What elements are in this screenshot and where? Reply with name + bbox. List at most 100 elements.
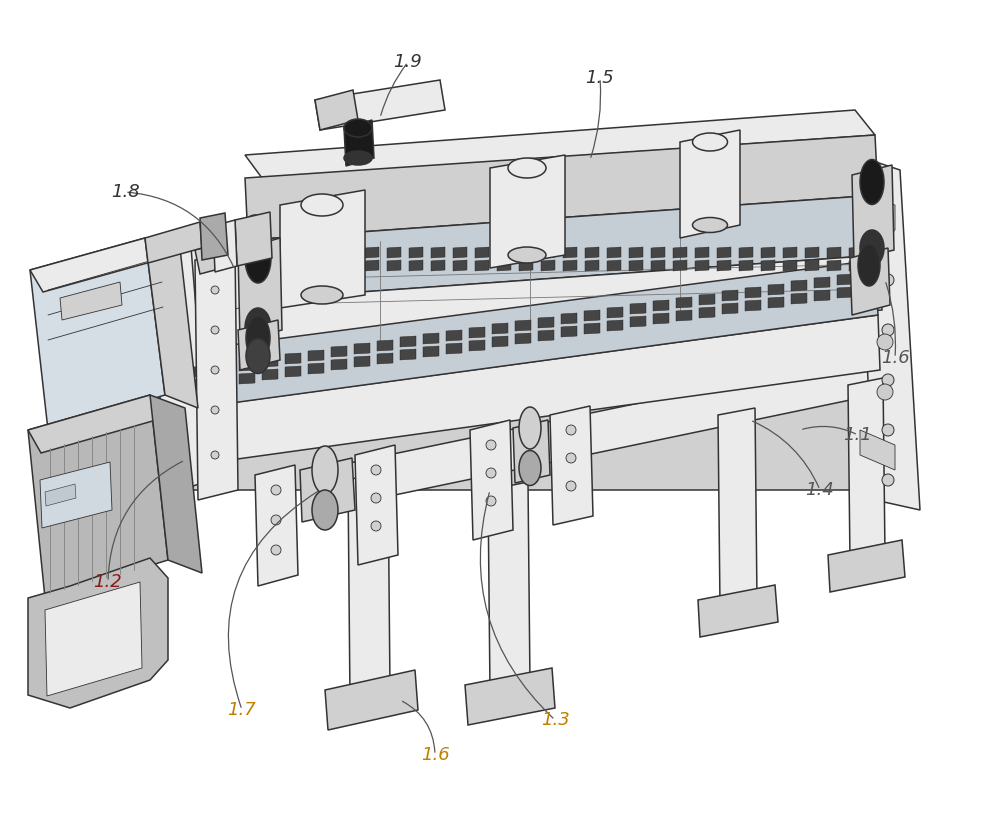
Polygon shape [365,247,379,258]
Polygon shape [308,363,324,374]
Circle shape [877,384,893,400]
Polygon shape [805,247,819,258]
Circle shape [566,481,576,491]
Polygon shape [465,668,555,725]
Polygon shape [45,484,76,506]
Ellipse shape [245,233,271,283]
Polygon shape [387,247,401,258]
Circle shape [211,406,219,414]
Polygon shape [538,317,554,328]
Polygon shape [145,238,198,408]
Polygon shape [515,333,531,344]
Polygon shape [30,238,158,292]
Ellipse shape [856,173,884,218]
Text: 1.6: 1.6 [881,349,909,367]
Polygon shape [248,195,880,300]
Polygon shape [739,260,753,271]
Circle shape [171,416,179,424]
Polygon shape [699,294,715,305]
Polygon shape [148,235,210,495]
Polygon shape [492,323,508,334]
Polygon shape [651,247,665,258]
Polygon shape [40,462,112,528]
Polygon shape [563,260,577,271]
Polygon shape [299,260,313,271]
Polygon shape [607,247,621,258]
Polygon shape [680,130,740,238]
Polygon shape [239,360,255,371]
Polygon shape [722,303,738,314]
Circle shape [211,451,219,459]
Ellipse shape [519,407,541,449]
Circle shape [211,366,219,374]
Polygon shape [541,247,555,258]
Polygon shape [814,290,830,301]
Polygon shape [216,376,232,387]
Polygon shape [365,260,379,271]
Polygon shape [340,350,898,506]
Polygon shape [492,336,508,347]
Polygon shape [262,356,278,367]
Circle shape [566,453,576,463]
Polygon shape [561,313,577,324]
Ellipse shape [860,160,884,204]
Text: 1.9: 1.9 [394,53,422,71]
Polygon shape [783,260,797,271]
Polygon shape [245,110,875,178]
Polygon shape [673,247,687,258]
Polygon shape [469,327,485,338]
Polygon shape [630,316,646,327]
Ellipse shape [860,230,884,266]
Polygon shape [852,165,894,260]
Polygon shape [673,260,687,271]
Polygon shape [300,458,355,522]
Polygon shape [195,250,238,500]
Polygon shape [783,247,797,258]
Polygon shape [550,406,593,525]
Polygon shape [768,297,784,308]
Polygon shape [255,247,269,258]
Polygon shape [497,247,511,258]
Circle shape [271,485,281,495]
Polygon shape [538,330,554,341]
Polygon shape [400,336,416,347]
Circle shape [211,326,219,334]
Polygon shape [285,353,301,364]
Polygon shape [475,247,489,258]
Polygon shape [331,359,347,370]
Polygon shape [519,247,533,258]
Polygon shape [584,323,600,334]
Polygon shape [343,247,357,258]
Polygon shape [150,395,202,573]
Ellipse shape [508,247,546,263]
Polygon shape [299,247,313,258]
Polygon shape [344,120,374,166]
Polygon shape [699,307,715,318]
Text: 1.3: 1.3 [541,711,569,729]
Text: 1.5: 1.5 [586,69,614,87]
Polygon shape [238,238,282,342]
Polygon shape [513,420,550,483]
Polygon shape [827,247,841,258]
Circle shape [171,356,179,364]
Polygon shape [470,420,513,540]
Polygon shape [584,310,600,321]
Polygon shape [630,303,646,314]
Polygon shape [698,585,778,637]
Polygon shape [245,135,878,240]
Polygon shape [860,195,895,230]
Polygon shape [239,373,255,384]
Polygon shape [195,238,245,274]
Polygon shape [262,369,278,380]
Polygon shape [148,225,878,358]
Text: 1.4: 1.4 [806,481,834,499]
Polygon shape [280,190,365,308]
Polygon shape [722,290,738,301]
Polygon shape [761,247,775,258]
Polygon shape [695,247,709,258]
Ellipse shape [240,215,270,265]
Polygon shape [475,260,489,271]
Polygon shape [170,369,186,380]
Polygon shape [607,320,623,331]
Text: 1.2: 1.2 [94,573,122,591]
